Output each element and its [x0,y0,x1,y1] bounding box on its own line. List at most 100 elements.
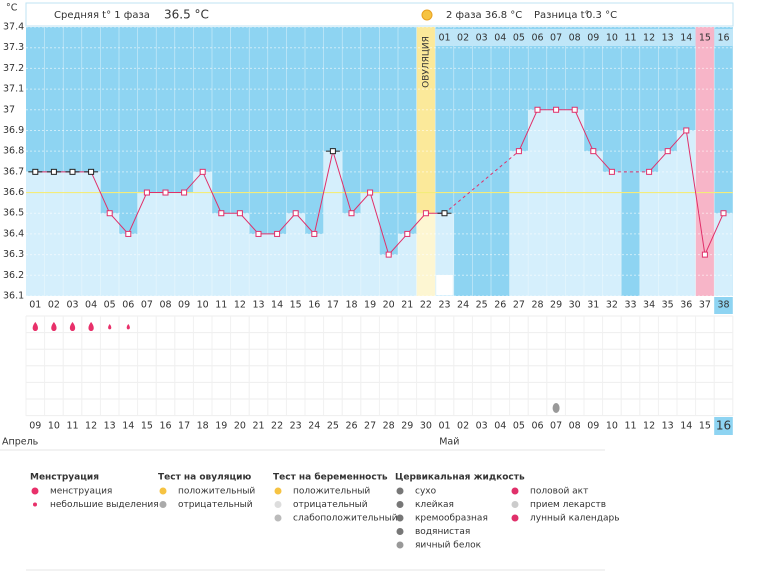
temperature-marker [311,230,318,237]
temperature-marker [88,168,95,175]
cycle-day-label: 37 [699,300,711,311]
date-label: 07 [550,421,562,432]
heavy-flow-icon [51,322,57,331]
cycle-day-label: 29 [550,300,562,311]
phase2-day-label: 08 [569,33,581,44]
temperature-marker [422,210,429,217]
cycle-day-label: 10 [197,300,209,311]
legend-item: отрицательный [178,500,253,510]
temperature-marker [515,148,522,155]
cycle-day-label: 24 [457,300,469,311]
date-label: 10 [606,421,618,432]
day-bar [360,192,380,296]
date-label: 10 [48,421,60,432]
legend-icon [396,487,404,495]
phase2-day-label: 07 [550,33,562,44]
day-bar [528,109,547,297]
date-label: 03 [476,421,488,432]
legend-icon [396,501,404,508]
temperature-marker [571,106,578,113]
phase2-header [435,29,733,46]
legend-item: клейкая [415,500,454,510]
day-bar [379,254,398,296]
legend-icon [396,541,404,549]
phase2-day-label: 10 [606,33,618,44]
date-label: 04 [494,421,506,432]
date-label: 23 [290,421,302,432]
y-tick-label: 36.4 [3,228,24,239]
phase2-day-label: 15 [699,33,711,44]
legend-title: Тест на овуляцию [158,473,251,483]
legend-icon [159,487,167,495]
date-label: 11 [66,421,78,432]
cycle-day-label: 11 [215,300,227,311]
date-label: 13 [104,421,116,432]
heavy-flow-icon [69,322,76,331]
temperature-marker [125,230,132,237]
legend-icon [31,487,39,495]
legend-item: отрицательный [293,500,368,510]
cycle-day-label: 20 [383,300,395,311]
legend-icon [396,514,404,522]
cycle-day-label: 15 [290,300,302,311]
temperature-marker [441,210,448,217]
plot-area [26,26,733,297]
ovulation-label: ОВУЛЯЦИЯ [421,36,431,88]
day-bar [156,192,175,296]
phase1-label: Средняя t° 1 фаза [54,10,150,21]
temperature-marker [32,168,39,175]
cycle-day-label: 27 [513,300,525,311]
cycle-day-label: 32 [606,300,618,311]
day-bar [212,213,231,296]
day-bar [509,151,529,296]
temperature-line [518,109,613,173]
y-tick-label: 36.3 [3,249,24,260]
date-label: 26 [345,421,357,432]
cycle-day-label: 06 [122,300,134,311]
phase2-day-label: 05 [513,33,525,44]
phase2-day-label: 13 [662,33,674,44]
cycle-day-label: 28 [531,300,543,311]
date-label: 25 [327,421,339,432]
day-bar [658,151,677,296]
legend-item: лунный календарь [530,514,620,524]
date-label: 18 [197,421,209,432]
day-bar [137,192,157,296]
date-label: 30 [420,421,432,432]
month-label: Апрель [2,437,39,448]
temperature-marker [181,189,188,196]
temperature-marker [218,210,225,217]
light-flow-icon [126,324,130,330]
date-label: 16 [159,421,171,432]
phase2: 2 фаза 36.8 °C [446,10,522,21]
date-label: 15 [141,421,153,432]
phase2-day-label: 06 [531,33,543,44]
date-label: 01 [438,421,450,432]
legend-icon [33,502,37,507]
legend-title: Тест на беременность [273,472,388,483]
temperature-marker [143,189,150,196]
day-bar [305,233,324,296]
legend-item: половой акт [530,487,588,497]
diff-value: 0.3 °C [586,10,617,21]
y-tick-label: 36.7 [3,166,24,177]
legend-item: небольшие выделения [50,500,159,510]
date-label: 21 [252,421,264,432]
day-bar [249,233,268,296]
temperature-marker [385,251,392,258]
temperature-marker [553,106,560,113]
cycle-day-label: 04 [85,300,97,311]
phase2-day-label: 04 [494,33,506,44]
legend-icon [511,501,519,508]
phase2-day-label: 12 [643,33,655,44]
y-tick-label: 37.2 [3,63,24,74]
cycle-day-label: 01 [29,300,41,311]
temperature-marker [329,148,336,155]
date-label: 22 [271,421,283,432]
phase2-day-label: 03 [476,33,488,44]
cycle-day-label: 30 [569,300,581,311]
y-tick-label: 37.3 [3,42,24,53]
y-tick-label: 36.9 [3,125,24,136]
cycle-day-label: 21 [401,300,413,311]
cycle-day-label: 05 [104,300,116,311]
